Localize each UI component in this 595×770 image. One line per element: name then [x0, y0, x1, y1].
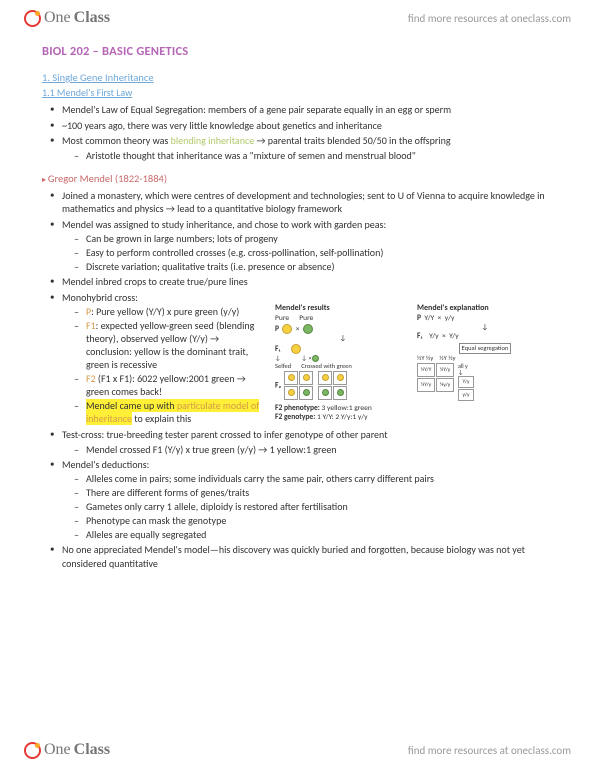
footer-tagline[interactable]: find more resources at oneclass.com: [408, 744, 571, 757]
mendel-diagram: Mendel's results Pure Pure P × ↓ F₁ ↓Sel…: [275, 304, 553, 424]
list-item: Joined a monastery, which were centres o…: [42, 189, 553, 216]
subsection-heading: 1.1 Mendel's First Law: [42, 86, 553, 99]
pea-yellow-icon: [282, 324, 292, 334]
diagram-right-title: Mendel's explanation: [417, 304, 553, 313]
gen-label-f2: F2: [86, 372, 96, 385]
mendel-list: Joined a monastery, which were centres o…: [42, 189, 553, 571]
list-item: Mendel inbred crops to create true/pure …: [42, 275, 553, 289]
list-item: Mendel's deductions: Alleles come in pai…: [42, 458, 553, 542]
diagram-left-title: Mendel's results: [275, 304, 411, 313]
f2-phenotype-label: F2 phenotype:: [275, 404, 320, 413]
pea-yellow-icon: [291, 344, 301, 354]
list-item: P: Pure yellow (Y/Y) x pure green (y/y): [62, 305, 267, 318]
blending-term: blending inheritance: [171, 134, 255, 147]
list-item: Gametes only carry 1 allele, diploidy is…: [62, 500, 553, 513]
logo-icon: [24, 742, 41, 759]
brand-name-a: One: [44, 9, 71, 27]
logo-icon: [24, 10, 41, 27]
list-item: Mendel was assigned to study inheritance…: [42, 218, 553, 274]
site-header: OneClass find more resources at oneclass…: [0, 0, 595, 36]
punnett-left: [284, 371, 313, 400]
list-item: F2 (F1 x F1): 6022 yellow:2001 green → g…: [62, 372, 267, 398]
header-tagline[interactable]: find more resources at oneclass.com: [408, 12, 571, 25]
pea-green-icon: [303, 324, 313, 334]
site-footer: OneClass find more resources at oneclass…: [0, 730, 595, 770]
brand-logo[interactable]: OneClass: [24, 9, 110, 27]
list-item: Test-cross: true-breeding tester parent …: [42, 428, 553, 456]
equal-segregation-box: Equal segregation: [459, 343, 512, 354]
list-item: Alleles are equally segregated: [62, 528, 553, 541]
list-item: Mendel came up with particulate model of…: [62, 399, 267, 425]
list-item: Aristotle thought that inheritance was a…: [62, 149, 553, 162]
list-item: No one appreciated Mendel's model—his di…: [42, 543, 553, 570]
list-item: Easy to perform controlled crosses (e.g.…: [62, 246, 553, 259]
list-item: Mendel's Law of Equal Segregation: membe…: [42, 103, 553, 117]
person-heading: Gregor Mendel (1822-1884): [42, 172, 553, 185]
section-heading: 1. Single Gene Inheritance: [42, 71, 553, 84]
list-item: Alleles come in pairs; some individuals …: [62, 472, 553, 485]
f2-genotype-label: F2 genotype:: [275, 413, 315, 422]
list-item: There are different forms of genes/trait…: [62, 486, 553, 499]
brand-name-a: One: [44, 741, 71, 759]
gen-label-f1: F1: [86, 319, 96, 332]
course-title: BIOL 202 – BASIC GENETICS: [42, 44, 553, 59]
list-item: Discrete variation; qualitative traits (…: [62, 260, 553, 273]
list-item: Most common theory was blending inherita…: [42, 134, 553, 162]
law-list: Mendel's Law of Equal Segregation: membe…: [42, 103, 553, 162]
brand-name-b: Class: [74, 741, 110, 759]
list-item: Mendel crossed F1 (Y/y) x true green (y/…: [62, 443, 553, 456]
document-body: BIOL 202 – BASIC GENETICS 1. Single Gene…: [0, 36, 595, 570]
list-item: Can be grown in large numbers; lots of p…: [62, 232, 553, 245]
punnett-testcross: [318, 371, 347, 400]
list-item: F1: expected yellow-green seed (blending…: [62, 319, 267, 371]
brand-name-b: Class: [74, 9, 110, 27]
list-item: Monohybrid cross: P: Pure yellow (Y/Y) x…: [42, 291, 553, 427]
brand-logo[interactable]: OneClass: [24, 741, 110, 759]
list-item: Phenotype can mask the genotype: [62, 514, 553, 527]
punnett-right: ¼Y/Y ¼Y/y ¼Y/y ¼y/y: [417, 363, 454, 401]
list-item: ~100 years ago, there was very little kn…: [42, 119, 553, 133]
